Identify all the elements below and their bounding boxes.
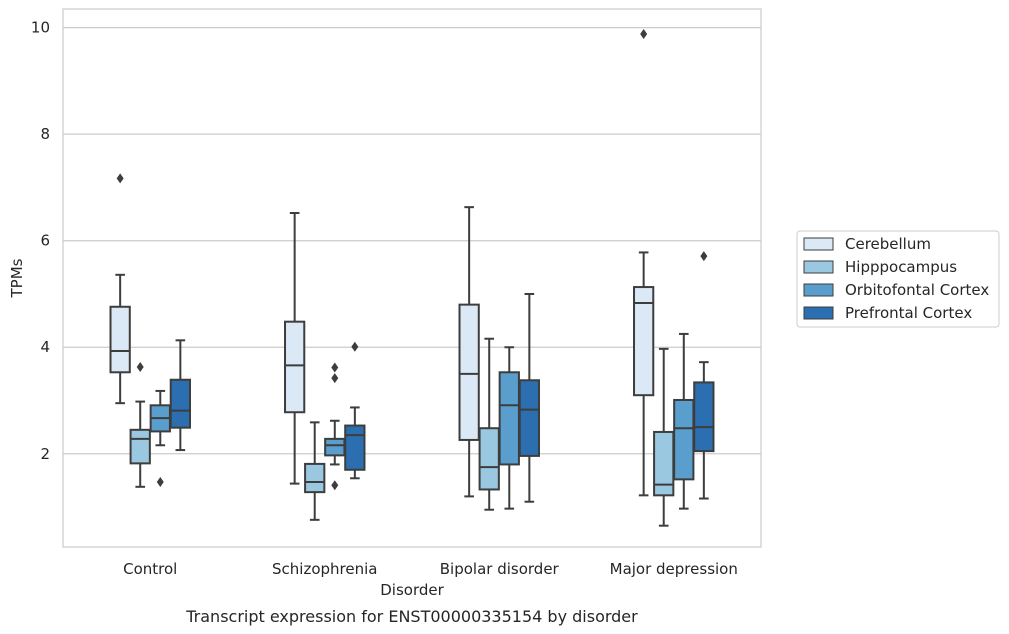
legend-swatch-1 — [803, 260, 834, 274]
y-tick-label-8: 8 — [40, 125, 50, 143]
outlier-point-1 — [331, 373, 339, 384]
iqr-box — [344, 424, 366, 471]
outlier-point-0 — [116, 173, 124, 184]
iqr-box — [693, 381, 715, 453]
iqr-box — [633, 286, 655, 397]
legend-label-3: Prefrontal Cortex — [845, 304, 972, 322]
box-3-3 — [693, 251, 715, 500]
legend-entries: Cerebellum Hipppocampus Orbitofontal Corte… — [803, 235, 989, 322]
outlier-point-0 — [156, 477, 164, 488]
iqr-box — [673, 398, 695, 481]
legend-frame — [796, 230, 1000, 328]
legend-swatch-3 — [803, 306, 834, 320]
legend-label-1: Hipppocampus — [845, 258, 957, 276]
box-0-3 — [169, 339, 191, 452]
iqr-box — [498, 371, 520, 466]
iqr-box — [109, 305, 131, 374]
box-0-2 — [149, 389, 171, 488]
legend-label-2: Orbitofontal Cortex — [845, 281, 989, 299]
plot-frame — [62, 8, 762, 548]
iqr-box — [458, 303, 480, 441]
y-tick-label-10: 10 — [31, 19, 50, 37]
box-2-3 — [518, 292, 540, 503]
legend-swatch-0 — [803, 237, 834, 251]
box-0-1 — [129, 361, 151, 488]
outlier-point-0 — [700, 251, 708, 262]
x-tick-labels: Control Schizophrenia Bipolar disorder Majo… — [123, 560, 738, 578]
box-2-1 — [478, 337, 500, 511]
iqr-box — [478, 427, 500, 491]
y-tick-label-2: 2 — [40, 445, 50, 463]
box-1-0 — [284, 212, 306, 485]
y-tick-label-4: 4 — [40, 338, 50, 356]
box-1-3 — [344, 341, 366, 480]
figure-caption: Transcript expression for ENST0000033515… — [185, 607, 638, 626]
iqr-box — [284, 320, 306, 414]
box-0-0 — [109, 173, 131, 405]
box-3-2 — [673, 332, 695, 510]
outlier-point-0 — [640, 29, 648, 40]
outlier-point-0 — [136, 361, 144, 372]
iqr-box — [304, 462, 326, 494]
box-2-0 — [458, 206, 480, 498]
box-groups — [109, 29, 715, 527]
x-tick-label-0: Control — [123, 560, 177, 578]
x-tick-label-2: Bipolar disorder — [440, 560, 560, 578]
x-tick-label-1: Schizophrenia — [272, 560, 377, 578]
y-tick-label-6: 6 — [40, 232, 50, 250]
outlier-point-2 — [331, 480, 339, 491]
box-3-0 — [633, 29, 655, 497]
iqr-box — [653, 430, 675, 497]
y-axis-label: TPMs — [8, 258, 26, 298]
x-axis-label: Disorder — [380, 581, 444, 599]
iqr-box — [324, 437, 346, 457]
iqr-box — [518, 379, 540, 457]
gridlines — [63, 27, 761, 455]
y-tick-labels: 2 4 6 8 10 — [31, 19, 50, 463]
box-2-2 — [498, 346, 520, 510]
x-tick-label-3: Major depression — [610, 560, 738, 578]
legend-swatch-2 — [803, 283, 834, 297]
legend: Cerebellum Hipppocampus Orbitofontal Corte… — [796, 230, 1000, 328]
legend-label-0: Cerebellum — [845, 235, 931, 253]
box-3-1 — [653, 347, 675, 527]
iqr-box — [169, 378, 191, 429]
box-1-1 — [304, 421, 326, 521]
outlier-point-0 — [351, 341, 359, 352]
outlier-point-0 — [331, 362, 339, 373]
iqr-box — [129, 428, 151, 465]
box-1-2 — [324, 362, 346, 491]
